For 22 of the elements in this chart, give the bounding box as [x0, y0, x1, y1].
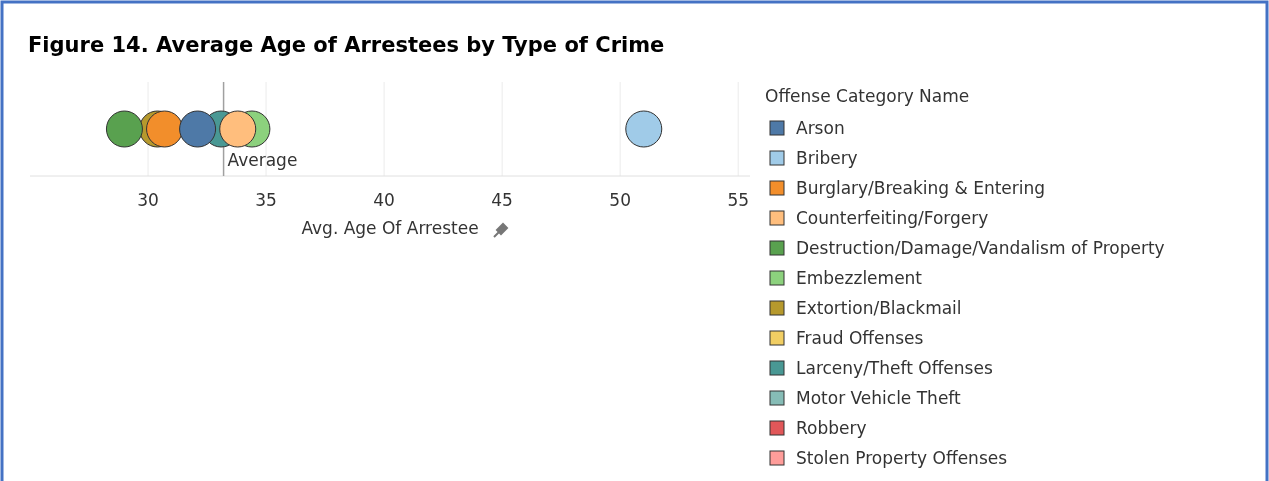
legend-title: Offense Category Name: [765, 86, 970, 106]
ref-line-label: Average: [227, 150, 298, 170]
legend-label: Motor Vehicle Theft: [796, 388, 962, 408]
legend-label: Fraud Offenses: [796, 328, 924, 348]
x-tick-label: 40: [373, 190, 395, 210]
x-axis-title: Avg. Age Of Arrestee: [301, 218, 479, 238]
legend-label: Larceny/Theft Offenses: [796, 358, 993, 378]
legend-label: Robbery: [796, 418, 867, 438]
x-tick-label: 55: [727, 190, 750, 210]
x-tick-label: 50: [609, 190, 631, 210]
legend-label: Stolen Property Offenses: [796, 448, 1008, 468]
legend-label: Destruction/Damage/Vandalism of Property: [796, 238, 1165, 258]
legend-label: Burglary/Breaking & Entering: [796, 178, 1046, 198]
x-tick-label: 35: [255, 190, 277, 210]
legend-label: Extortion/Blackmail: [796, 298, 962, 318]
x-tick-label: 45: [491, 190, 513, 210]
x-tick-label: 30: [137, 190, 159, 210]
legend-label: Bribery: [796, 148, 858, 168]
legend-label: Embezzlement: [796, 268, 923, 288]
chart-title: Figure 14. Average Age of Arrestees by Type of Crime: [28, 33, 665, 57]
legend-label: Counterfeiting/Forgery: [796, 208, 989, 228]
legend-label: Arson: [796, 118, 845, 138]
